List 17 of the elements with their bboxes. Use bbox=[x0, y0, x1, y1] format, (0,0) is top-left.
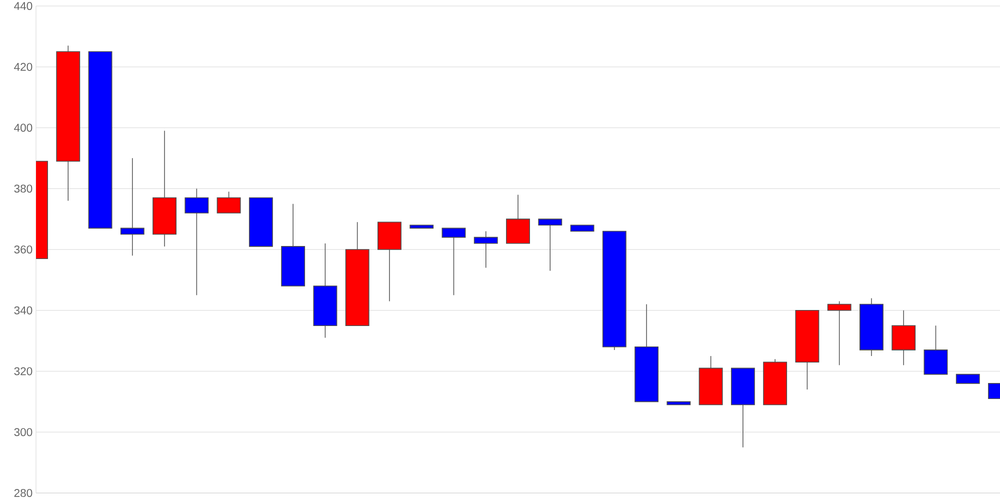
candlestick bbox=[538, 218, 562, 272]
candlestick bbox=[184, 188, 209, 296]
y-tick-label: 340 bbox=[14, 306, 32, 314]
y-tick-label: 320 bbox=[14, 367, 32, 376]
y-tick-label: 300 bbox=[14, 428, 32, 436]
y-tick-label: 420 bbox=[14, 62, 32, 71]
y-tick-label: 360 bbox=[14, 246, 32, 254]
candlestick bbox=[827, 300, 852, 366]
candlestick bbox=[956, 374, 980, 384]
candlestick bbox=[120, 158, 144, 256]
y-tick-label: 280 bbox=[14, 489, 32, 497]
y-tick-label: 400 bbox=[14, 124, 32, 132]
y-tick-label: 380 bbox=[14, 184, 32, 193]
candlestick bbox=[474, 230, 498, 268]
y-tick-label: 440 bbox=[14, 2, 32, 10]
candlestick bbox=[442, 228, 466, 296]
candlestick bbox=[216, 191, 241, 214]
